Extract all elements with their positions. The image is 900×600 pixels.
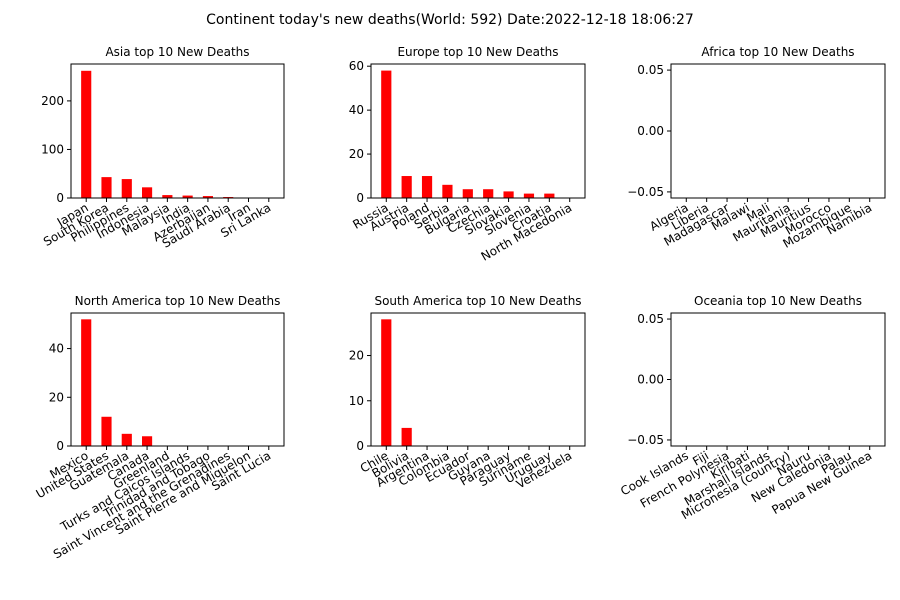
bar-slovenia [523, 193, 535, 198]
y-tick-label: 60 [349, 59, 364, 73]
subplot-title: Europe top 10 New Deaths [397, 45, 558, 59]
bar-philippines [121, 179, 132, 198]
y-tick-label: 40 [349, 103, 364, 117]
subplot-south-america-top-10-new-deaths: South America top 10 New Deaths01020Chil… [349, 294, 586, 491]
subplot-title: North America top 10 New Deaths [75, 294, 281, 308]
subplot-title: Africa top 10 New Deaths [701, 45, 854, 59]
y-tick-label: 20 [49, 390, 64, 404]
bar-czechia [483, 189, 494, 198]
bar-south-korea [101, 177, 112, 198]
axes-frame [370, 63, 586, 199]
y-tick-label: 0.05 [637, 312, 664, 326]
y-tick-label: 40 [49, 342, 64, 356]
subplot-title: South America top 10 New Deaths [374, 294, 581, 308]
bar-russia [381, 70, 392, 198]
x-tick-label-fiji: Fiji [690, 448, 711, 468]
y-tick-label: 0 [56, 191, 64, 205]
figure-title: Continent today's new deaths(World: 592)… [206, 12, 694, 28]
bar-croatia [544, 193, 555, 198]
axes-frame [70, 63, 285, 199]
subplot-asia-top-10-new-deaths: Asia top 10 New Deaths0100200JapanSouth … [41, 45, 285, 251]
bar-united-states [101, 416, 112, 446]
subplot-africa-top-10-new-deaths: Africa top 10 New Deaths−0.050.000.05Alg… [627, 45, 886, 251]
subplot-europe-top-10-new-deaths: Europe top 10 New Deaths0204060RussiaAus… [349, 45, 586, 264]
y-tick-label: 0 [356, 439, 364, 453]
subplot-title: Asia top 10 New Deaths [105, 45, 249, 59]
y-tick-label: 0 [356, 191, 364, 205]
subplot-title: Oceania top 10 New Deaths [694, 294, 862, 308]
axes-frame [670, 63, 886, 199]
y-tick-label: −0.05 [627, 433, 664, 447]
bar-poland [421, 176, 433, 198]
y-tick-label: 10 [349, 394, 364, 408]
bar-guatemala [121, 433, 132, 446]
bar-bolivia [401, 427, 412, 446]
bar-mexico [81, 319, 92, 446]
bar-japan [81, 70, 92, 198]
y-tick-label: 200 [41, 94, 64, 108]
bar-serbia [442, 184, 453, 198]
bar-canada [142, 436, 153, 446]
y-tick-label: 0 [56, 439, 64, 453]
y-tick-label: 0.00 [637, 373, 664, 387]
bar-chile [381, 319, 392, 446]
subplot-oceania-top-10-new-deaths: Oceania top 10 New Deaths−0.050.000.05Co… [618, 294, 886, 522]
y-tick-label: 0.00 [637, 124, 664, 138]
y-tick-label: 0.05 [637, 63, 664, 77]
bar-bulgaria [462, 189, 473, 198]
y-tick-label: 20 [349, 349, 364, 363]
bar-india [182, 195, 193, 198]
y-tick-label: 100 [41, 142, 64, 156]
subplot-north-america-top-10-new-deaths: North America top 10 New Deaths02040Mexi… [34, 294, 285, 562]
y-tick-label: −0.05 [627, 185, 664, 199]
y-tick-label: 20 [349, 147, 364, 161]
axes-frame [370, 312, 586, 447]
bar-indonesia [142, 187, 153, 198]
axes-frame [70, 312, 285, 447]
bar-malaysia [162, 195, 173, 198]
axes-frame [670, 312, 886, 447]
bar-austria [401, 176, 412, 198]
bar-slovakia [503, 191, 514, 198]
bar-azerbaijan [202, 196, 213, 198]
